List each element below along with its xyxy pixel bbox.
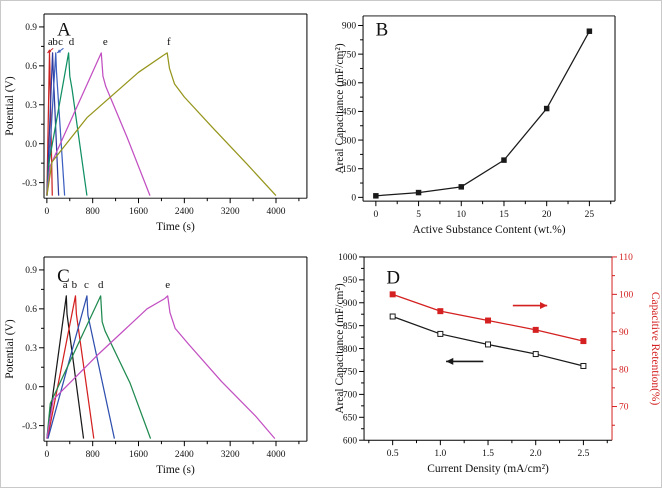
svg-text:850: 850 <box>343 322 357 332</box>
svg-text:800: 800 <box>343 345 357 355</box>
svg-text:800: 800 <box>86 207 100 217</box>
svg-text:b: b <box>72 279 78 291</box>
svg-text:20: 20 <box>542 210 552 220</box>
svg-text:150: 150 <box>342 165 356 175</box>
panel-b-capacitance-vs-content: 0 5 10 15 20 25 0 150 300 450 600 750 900 B Active Sub… <box>331 1 661 244</box>
svg-text:0.6: 0.6 <box>25 305 37 315</box>
svg-text:3200: 3200 <box>221 450 240 460</box>
svg-text:750: 750 <box>342 50 356 60</box>
svg-text:4000: 4000 <box>267 450 286 460</box>
svg-text:c: c <box>84 279 89 291</box>
svg-text:D: D <box>386 268 400 289</box>
svg-text:300: 300 <box>342 136 356 146</box>
svg-text:100: 100 <box>619 291 633 301</box>
svg-text:Time (s): Time (s) <box>156 464 195 476</box>
chart-b-areal-capacitance-vs-content: 0 5 10 15 20 25 0 150 300 450 600 750 900 B Active Sub… <box>334 15 616 236</box>
svg-text:4000: 4000 <box>267 207 286 217</box>
svg-text:a: a <box>63 279 68 291</box>
svg-text:1.0: 1.0 <box>434 449 446 459</box>
svg-text:Areal Capacitance (mF/cm²): Areal Capacitance (mF/cm²) <box>334 283 346 414</box>
svg-text:0.3: 0.3 <box>25 101 37 111</box>
svg-text:-0.3: -0.3 <box>22 179 37 189</box>
svg-text:80: 80 <box>619 365 629 375</box>
svg-text:3200: 3200 <box>221 207 240 217</box>
svg-text:600: 600 <box>342 79 356 89</box>
svg-text:a: a <box>48 36 53 48</box>
svg-text:1600: 1600 <box>129 207 148 217</box>
svg-text:2.5: 2.5 <box>577 449 589 459</box>
svg-text:A: A <box>57 19 71 40</box>
svg-text:2400: 2400 <box>175 207 194 217</box>
svg-text:0.0: 0.0 <box>25 383 37 393</box>
svg-text:0.5: 0.5 <box>387 449 399 459</box>
svg-text:950: 950 <box>343 276 357 286</box>
svg-text:b: b <box>52 36 58 48</box>
svg-text:2.0: 2.0 <box>530 449 542 459</box>
svg-text:-0.3: -0.3 <box>22 422 37 432</box>
svg-text:C: C <box>57 266 70 287</box>
svg-text:5: 5 <box>416 210 421 220</box>
svg-text:f: f <box>167 36 171 48</box>
svg-text:0: 0 <box>373 210 378 220</box>
svg-text:0.0: 0.0 <box>25 140 37 150</box>
svg-text:450: 450 <box>342 108 356 118</box>
svg-text:0.9: 0.9 <box>25 23 37 33</box>
svg-text:900: 900 <box>343 299 357 309</box>
svg-text:Active Substance Content (wt.%: Active Substance Content (wt.%) <box>412 224 565 236</box>
svg-text:900: 900 <box>342 22 356 32</box>
svg-text:15: 15 <box>499 210 509 220</box>
svg-text:c: c <box>58 36 63 48</box>
svg-text:Potential (V): Potential (V) <box>4 319 16 379</box>
svg-text:0: 0 <box>351 194 356 204</box>
svg-text:0.9: 0.9 <box>25 266 37 276</box>
panel-d-rate-performance: 0.5 1.0 1.5 2.0 2.5 1000 950 900 850 800 750 700 650… <box>331 244 661 487</box>
svg-text:700: 700 <box>343 391 357 401</box>
svg-text:d: d <box>98 279 104 291</box>
svg-text:70: 70 <box>619 403 629 413</box>
svg-text:e: e <box>103 36 108 48</box>
svg-text:650: 650 <box>343 413 357 423</box>
svg-text:Potential (V): Potential (V) <box>4 76 16 136</box>
svg-text:Current Density (mA/cm²): Current Density (mA/cm²) <box>427 463 549 475</box>
svg-text:90: 90 <box>619 328 629 338</box>
svg-text:Areal Capacitance (mF/cm²): Areal Capacitance (mF/cm²) <box>334 43 346 174</box>
svg-text:750: 750 <box>343 368 357 378</box>
chart-a-potential-vs-time: 0 800 1600 2400 3200 4000 0.9 0.6 0.3 0.0 -0.3 Aa b c… <box>4 13 308 233</box>
svg-text:800: 800 <box>86 450 100 460</box>
svg-text:110: 110 <box>619 253 633 263</box>
svg-text:e: e <box>165 279 170 291</box>
svg-text:1000: 1000 <box>338 253 357 263</box>
chart-c-potential-vs-time: 0 800 1600 2400 3200 4000 0.9 0.6 0.3 0.0 -0.3 Ca b c… <box>4 256 308 476</box>
svg-text:10: 10 <box>457 210 467 220</box>
svg-text:1.5: 1.5 <box>482 449 494 459</box>
svg-text:d: d <box>69 36 75 48</box>
svg-text:0.6: 0.6 <box>25 62 37 72</box>
chart-d-capacitance-retention-vs-current-density: 0.5 1.0 1.5 2.0 2.5 1000 950 900 850 800 750 700 650… <box>334 253 661 475</box>
svg-text:600: 600 <box>343 436 357 446</box>
svg-text:25: 25 <box>585 210 595 220</box>
svg-text:Capacitive Retention(%): Capacitive Retention(%) <box>649 292 661 406</box>
svg-text:B: B <box>376 20 389 41</box>
svg-text:0.3: 0.3 <box>25 344 37 354</box>
svg-text:0: 0 <box>44 450 49 460</box>
svg-text:0: 0 <box>44 207 49 217</box>
svg-text:1600: 1600 <box>129 450 148 460</box>
svg-text:Time (s): Time (s) <box>156 221 195 233</box>
svg-text:2400: 2400 <box>175 450 194 460</box>
